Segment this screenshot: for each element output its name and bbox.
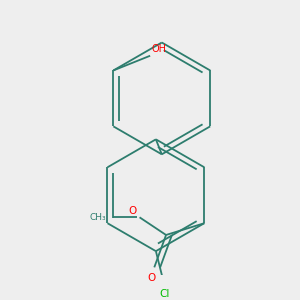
Text: Cl: Cl	[160, 290, 170, 299]
Text: OH: OH	[152, 44, 166, 54]
Text: O: O	[128, 206, 136, 216]
Text: O: O	[147, 273, 155, 283]
Text: CH₃: CH₃	[89, 213, 106, 222]
